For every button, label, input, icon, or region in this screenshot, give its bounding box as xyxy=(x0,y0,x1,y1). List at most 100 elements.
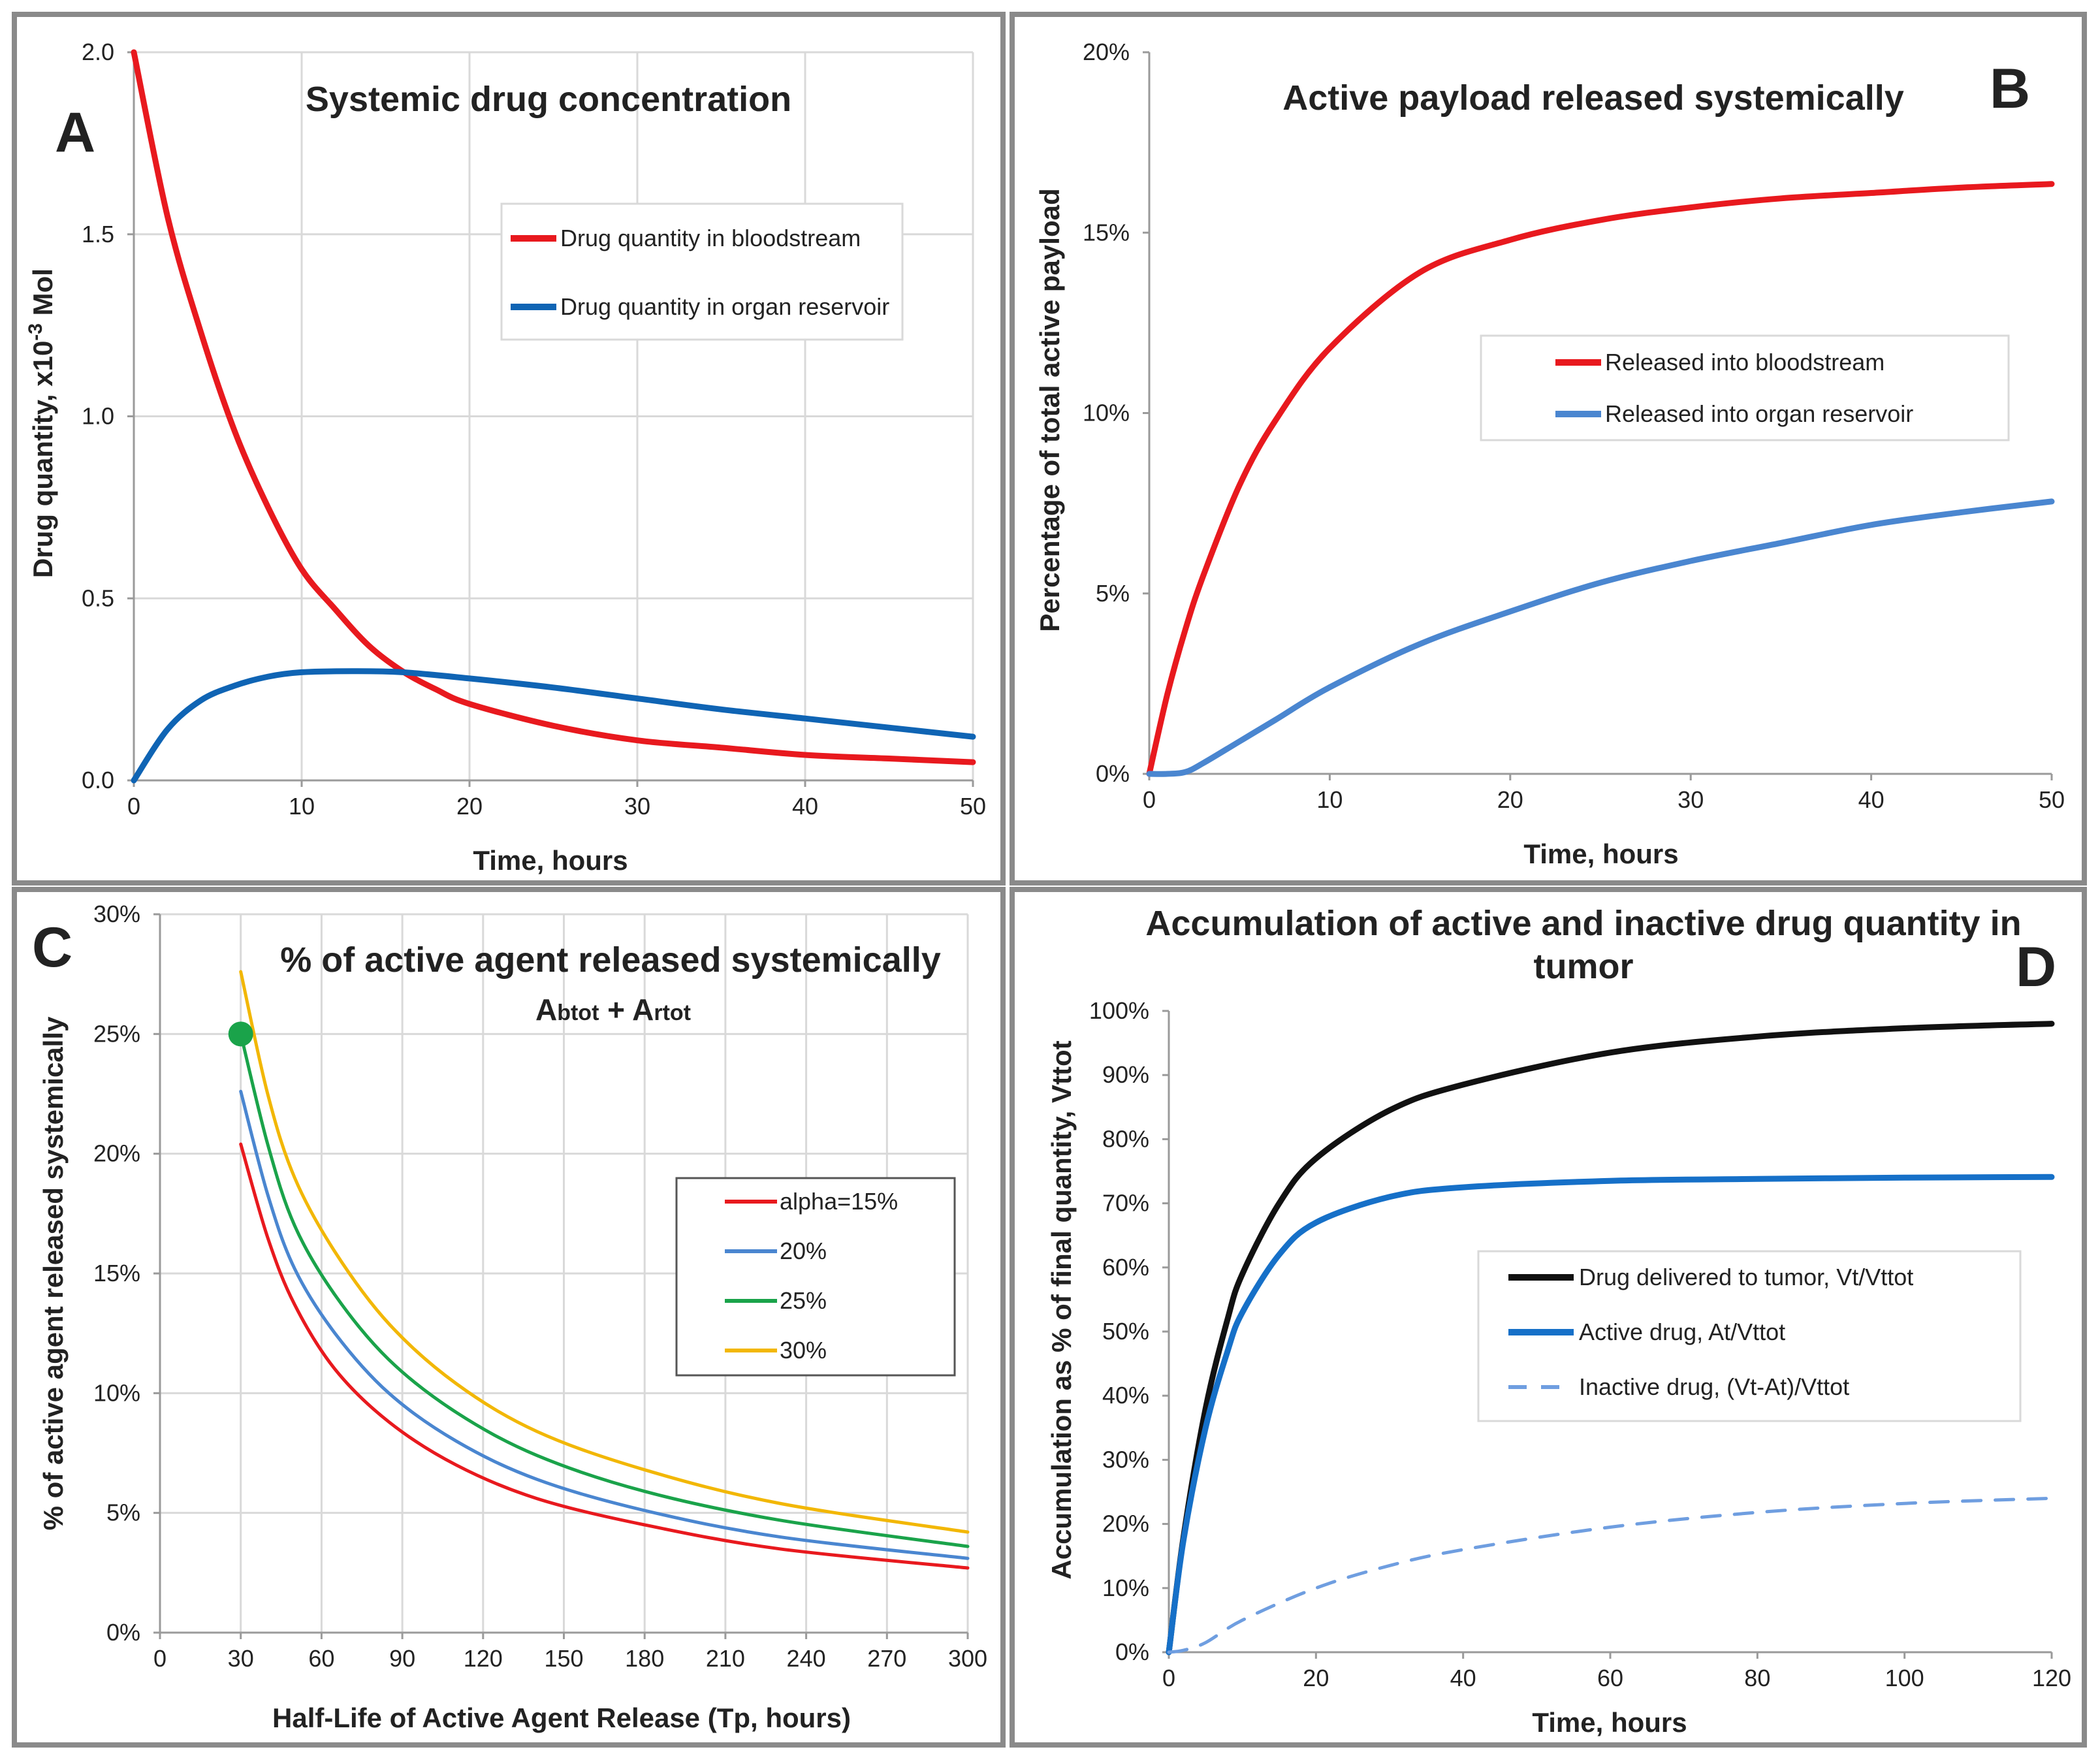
panel-c-series-line-1 xyxy=(239,1142,970,1570)
panel-b-chart: 0 10 20 30 40 50 0% 5% 10% 15% 20% Active payload … xyxy=(1034,39,2065,869)
panel-c-legend-label-1: alpha=15% xyxy=(780,1188,898,1215)
panel-b-ticks: 0 10 20 30 40 50 0% 5% 10% 15% 20% xyxy=(1083,39,2065,813)
panel-d-y-tick-label: 30% xyxy=(1102,1446,1149,1473)
panel-b-legend-label-1: Released into bloodstream xyxy=(1605,349,1885,376)
panel-c-series-line-4 xyxy=(239,970,970,1534)
panel-d-ticks: 0 20 40 60 80 100 120 0% 10% 20% 30% 40% 50% 60% 70% 80… xyxy=(1089,997,2071,1691)
panel-d-series-line-2 xyxy=(1166,1174,2055,1655)
panel-d-x-tick-label: 40 xyxy=(1450,1665,1476,1691)
panel-c-y-tick-label: 0% xyxy=(106,1619,140,1646)
panel-a-series xyxy=(131,49,976,784)
panel-b-y-tick-label: 10% xyxy=(1083,400,1130,426)
panel-a-legend-label-1: Drug quantity in bloodstream xyxy=(560,225,861,251)
panel-a-y-axis-title: Drug quantity, x10-3 Mol xyxy=(25,268,58,578)
panel-c-x-tick-label: 0 xyxy=(153,1645,167,1672)
panel-a-y-tick-label: 1.0 xyxy=(82,403,114,430)
panel-c-y-tick-label: 5% xyxy=(106,1499,140,1526)
panel-a-y-tick-label: 2.0 xyxy=(82,39,114,65)
panel-d-legend-label-3: Inactive drug, (Vt-At)/Vttot xyxy=(1579,1373,1849,1400)
panel-c-y-tick-label: 15% xyxy=(93,1260,140,1287)
panel-a-legend-label-2: Drug quantity in organ reservoir xyxy=(560,293,889,320)
panel-b-series xyxy=(1146,181,2055,777)
panel-d-x-tick-label: 20 xyxy=(1303,1665,1329,1691)
panel-b-y-tick-label: 15% xyxy=(1083,219,1130,246)
panel-c-x-tick-label: 60 xyxy=(308,1645,334,1672)
panel-c-highlight-point xyxy=(228,1021,253,1047)
panel-d-y-tick-label: 10% xyxy=(1102,1574,1149,1601)
panel-b-y-tick-label: 20% xyxy=(1083,39,1130,65)
panel-b-x-tick-label: 30 xyxy=(1678,786,1704,813)
panel-a-grid xyxy=(133,51,974,782)
panel-d-legend-label-2: Active drug, At/Vttot xyxy=(1579,1318,1785,1345)
panel-b-x-tick-label: 50 xyxy=(2039,786,2065,813)
panel-c-y-tick-label: 10% xyxy=(93,1379,140,1406)
panel-c-y-tick-label: 30% xyxy=(93,901,140,927)
panel-b-frame xyxy=(1010,12,2087,886)
panel-c-x-tick-label: 270 xyxy=(867,1645,906,1672)
panel-d-frame xyxy=(1010,887,2087,1748)
panel-b-y-axis-title: Percentage of total active payload xyxy=(1034,188,1065,631)
panel-d-y-tick-label: 100% xyxy=(1089,997,1149,1024)
panel-a-legend: Drug quantity in bloodstream Drug quanti… xyxy=(500,202,904,341)
panel-c-letter: C xyxy=(32,916,72,979)
panel-b-legend: Released into bloodstream Released into … xyxy=(1480,334,2010,441)
panel-c-x-tick-label: 210 xyxy=(706,1645,745,1672)
panel-b-letter: B xyxy=(1990,57,2030,120)
panel-c-y-tick-label: 25% xyxy=(93,1020,140,1047)
panel-c-x-tick-label: 30 xyxy=(228,1645,254,1672)
panel-b-x-tick-label: 10 xyxy=(1316,786,1343,813)
panel-c-frame xyxy=(12,887,1006,1748)
panel-b-legend-box xyxy=(1480,334,2010,441)
panel-d-title-line-2: tumor xyxy=(1534,947,1634,986)
panel-a-frame xyxy=(12,12,1006,886)
panel-d-series xyxy=(1166,1021,2055,1655)
panel-a-y-tick-label: 0.5 xyxy=(82,584,114,611)
panel-d-letter: D xyxy=(2016,936,2056,999)
panel-d-x-axis-title: Time, hours xyxy=(1532,1707,1687,1738)
panel-b-series-line-2 xyxy=(1146,498,2055,777)
panel-d-x-tick-label: 60 xyxy=(1597,1665,1623,1691)
panel-c-legend-label-4: 30% xyxy=(780,1337,827,1364)
panel-c-series-line-2 xyxy=(239,1089,970,1560)
panel-d-y-tick-label: 40% xyxy=(1102,1382,1149,1409)
panel-a-y-tick-label: 0.0 xyxy=(82,767,114,793)
panel-c-y-tick-label: 20% xyxy=(93,1140,140,1167)
panel-a-x-axis-title: Time, hours xyxy=(473,845,628,876)
panel-a-x-tick-label: 0 xyxy=(127,793,140,820)
panel-d-y-tick-label: 20% xyxy=(1102,1510,1149,1537)
panel-c-title: % of active agent released systemically xyxy=(280,940,941,980)
panel-a-x-tick-label: 30 xyxy=(624,793,650,820)
panel-d-y-tick-label: 90% xyxy=(1102,1061,1149,1088)
panel-a-x-tick-label: 10 xyxy=(289,793,315,820)
panel-d-chart: 0 20 40 60 80 100 120 0% 10% 20% 30% 40% 50% 60% 70% 80… xyxy=(1046,904,2071,1738)
panel-c-legend-box xyxy=(675,1177,956,1377)
panel-a-letter: A xyxy=(55,101,95,164)
panel-a-x-tick-label: 40 xyxy=(792,793,818,820)
panel-c-x-tick-label: 90 xyxy=(389,1645,415,1672)
panel-c-marker xyxy=(228,1021,253,1047)
panel-c-x-tick-label: 300 xyxy=(948,1645,987,1672)
panel-c-x-tick-label: 150 xyxy=(544,1645,583,1672)
panel-d-series-line-3 xyxy=(1167,1496,2054,1654)
panel-d-x-tick-label: 100 xyxy=(1885,1665,1924,1691)
panel-d-y-tick-label: 80% xyxy=(1102,1125,1149,1152)
panel-a-series-line-2 xyxy=(131,668,976,784)
panel-a-y-tick-label: 1.5 xyxy=(82,221,114,248)
panel-a-series-line-1 xyxy=(131,49,976,765)
panel-d-x-tick-label: 80 xyxy=(1744,1665,1770,1691)
panel-d-legend: Drug delivered to tumor, Vt/Vttot Active… xyxy=(1477,1250,2022,1422)
panel-d-y-tick-label: 60% xyxy=(1102,1254,1149,1281)
panel-c-legend: alpha=15% 20% 25% 30% xyxy=(675,1177,956,1377)
panel-a-x-tick-label: 20 xyxy=(456,793,483,820)
panel-c-x-tick-label: 240 xyxy=(787,1645,826,1672)
panel-d-y-tick-label: 0% xyxy=(1115,1638,1149,1665)
panel-c-chart: 0 30 60 90 120 150 180 210 240 270 300 0% 5% 10% 15% 20… xyxy=(32,901,987,1733)
panel-a-ticks: 0 10 20 30 40 50 0.0 0.5 1.0 1.5 2.0 xyxy=(82,39,986,820)
panel-c-y-axis-title: % of active agent released systemically xyxy=(38,1016,69,1530)
panel-b-legend-label-2: Released into organ reservoir xyxy=(1605,400,1913,427)
panel-b-title: Active payload released systemically xyxy=(1282,78,1904,118)
panel-c-legend-label-3: 25% xyxy=(780,1287,827,1314)
panel-b-y-tick-label: 5% xyxy=(1096,580,1130,607)
panel-c-subtitle: Abtot + Artot xyxy=(535,993,691,1027)
